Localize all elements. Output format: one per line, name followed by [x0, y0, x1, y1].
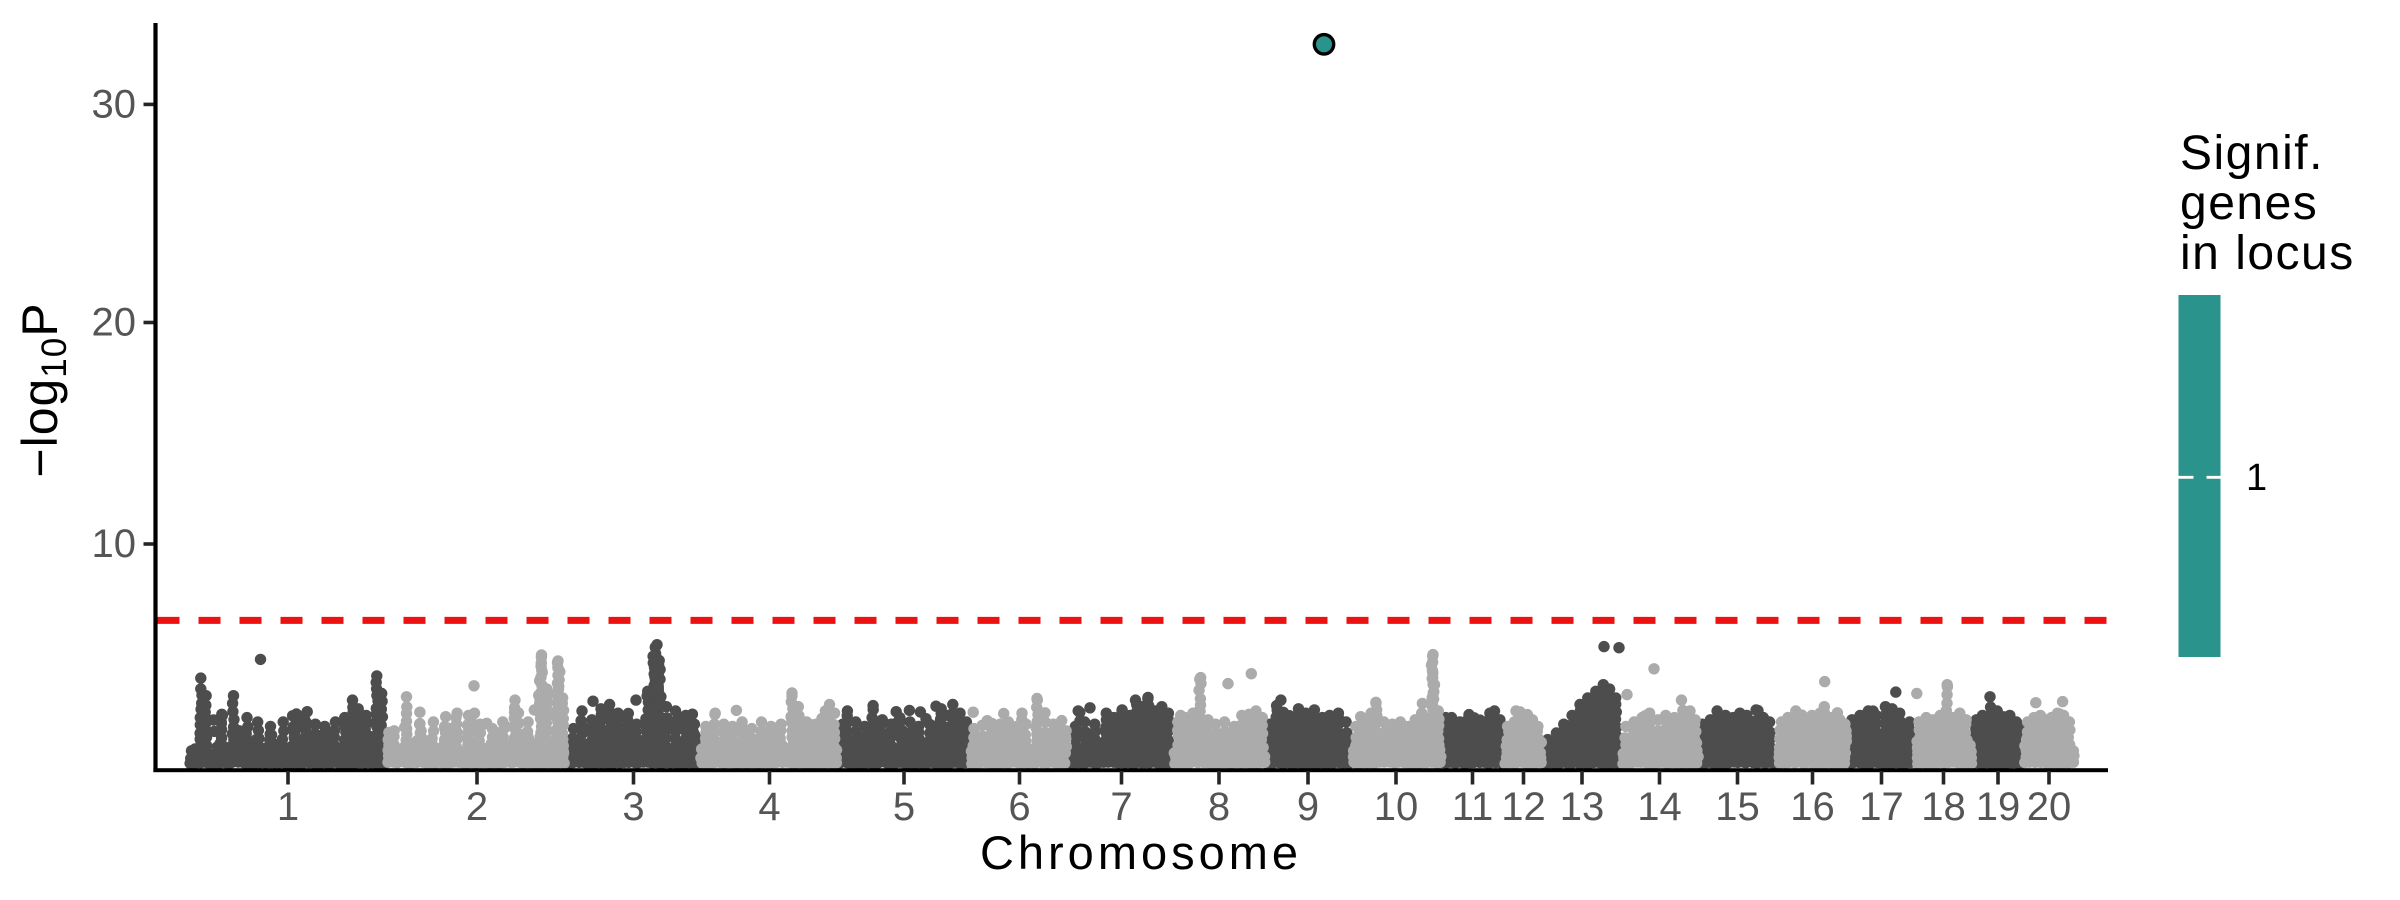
svg-text:15: 15 [1715, 785, 1760, 829]
svg-text:8: 8 [1208, 785, 1230, 829]
svg-text:20: 20 [92, 301, 137, 345]
svg-text:20: 20 [2027, 785, 2072, 829]
svg-text:5: 5 [893, 785, 915, 829]
svg-text:19: 19 [1976, 785, 2021, 829]
svg-text:1: 1 [2246, 457, 2267, 499]
svg-text:30: 30 [92, 82, 137, 126]
svg-text:6: 6 [1008, 785, 1030, 829]
svg-text:in locus: in locus [2180, 227, 2355, 280]
svg-text:1: 1 [277, 785, 299, 829]
svg-text:17: 17 [1859, 785, 1904, 829]
svg-text:genes: genes [2180, 177, 2318, 230]
svg-text:4: 4 [758, 785, 780, 829]
svg-text:14: 14 [1637, 785, 1682, 829]
svg-text:Chromosome: Chromosome [980, 826, 1302, 879]
svg-text:16: 16 [1790, 785, 1835, 829]
svg-text:12: 12 [1501, 785, 1546, 829]
svg-text:18: 18 [1921, 785, 1966, 829]
svg-text:10: 10 [92, 522, 137, 566]
svg-text:10: 10 [1374, 785, 1419, 829]
svg-text:13: 13 [1560, 785, 1605, 829]
svg-text:7: 7 [1110, 785, 1132, 829]
svg-text:3: 3 [622, 785, 644, 829]
svg-text:11: 11 [1452, 785, 1494, 829]
svg-text:2: 2 [466, 785, 488, 829]
svg-text:−log10P: −log10P [12, 302, 74, 477]
svg-text:Signif.: Signif. [2180, 127, 2324, 180]
svg-text:9: 9 [1297, 785, 1319, 829]
